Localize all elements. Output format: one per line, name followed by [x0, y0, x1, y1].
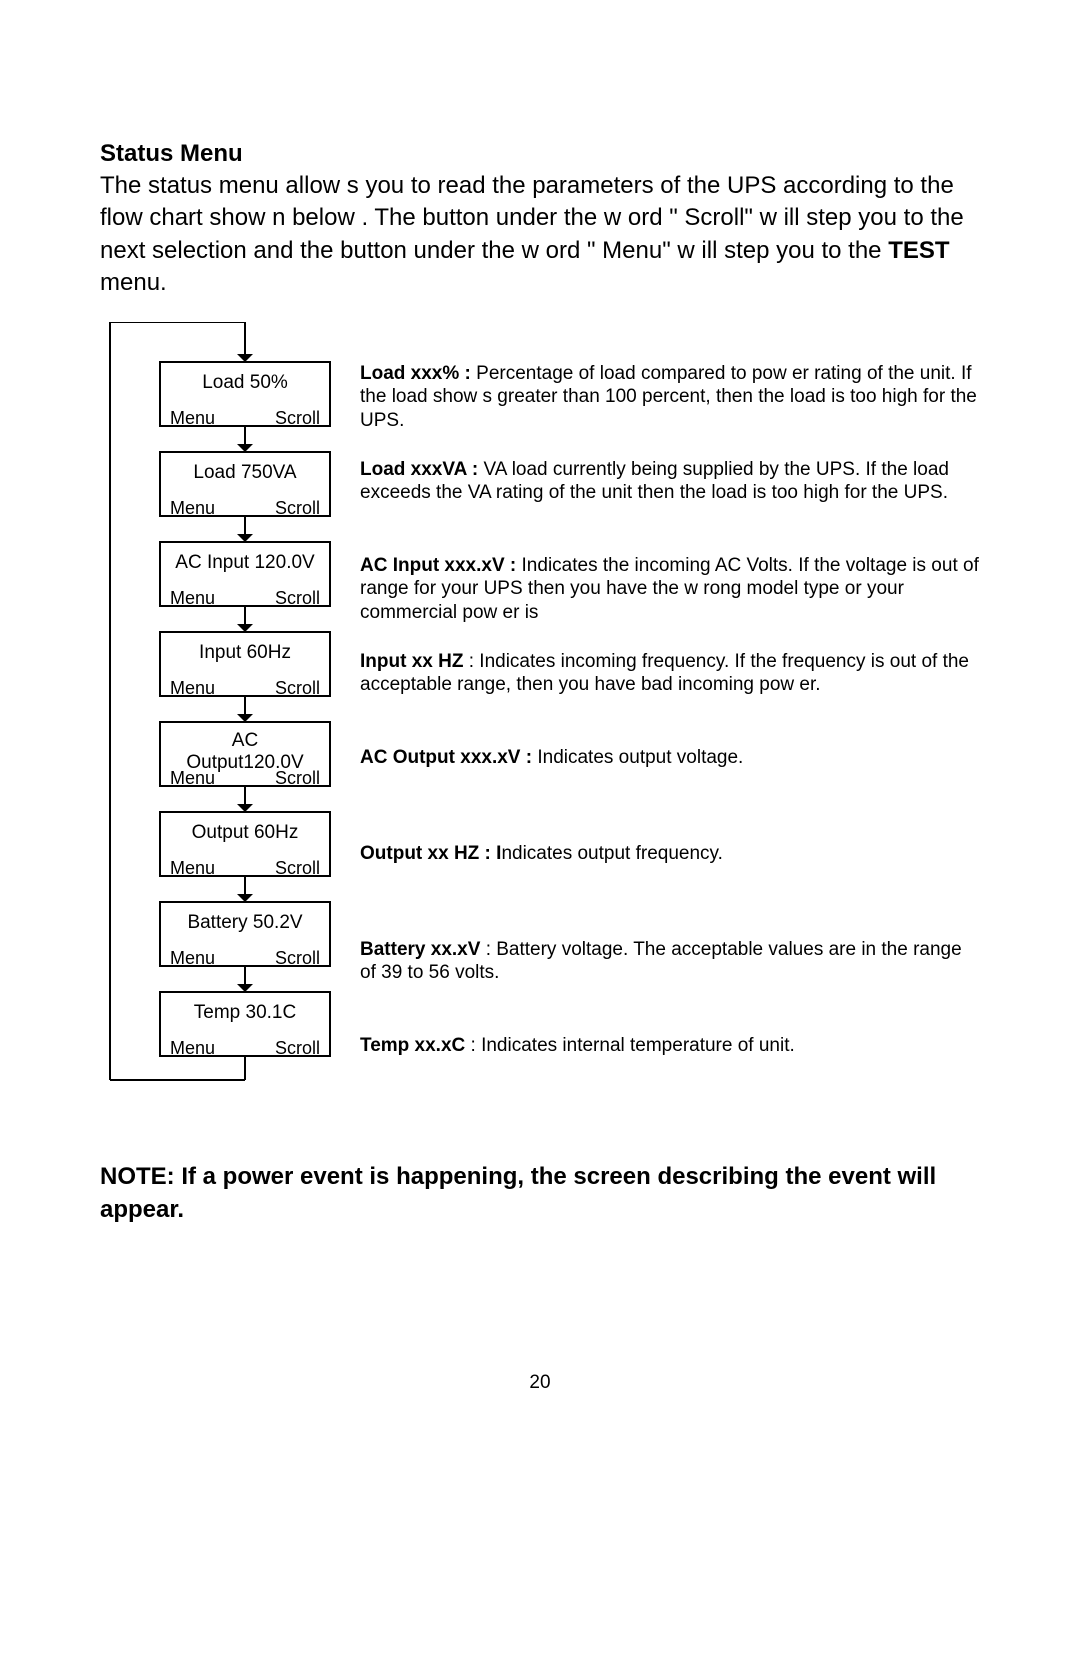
- svg-text:AC Input 120.0V: AC Input 120.0V: [175, 552, 315, 573]
- description-bold: Battery xx.xV: [360, 939, 486, 960]
- svg-text:Scroll: Scroll: [275, 858, 320, 878]
- intro-p2: menu.: [100, 269, 167, 296]
- description-rest: ndicates output frequency.: [501, 843, 722, 864]
- descriptions-column: Load xxx% : Percentage of load compared …: [330, 322, 980, 1130]
- svg-text:Menu: Menu: [170, 498, 215, 518]
- description-block: AC Input xxx.xV : Indicates the incoming…: [360, 554, 980, 644]
- svg-text:Menu: Menu: [170, 948, 215, 968]
- svg-text:Menu: Menu: [170, 768, 215, 788]
- description-bold: Load xxxVA :: [360, 459, 478, 480]
- description-rest: Indicates output voltage.: [532, 747, 743, 768]
- svg-text:Load 750VA: Load 750VA: [193, 462, 297, 483]
- svg-text:Scroll: Scroll: [275, 408, 320, 428]
- svg-text:Menu: Menu: [170, 858, 215, 878]
- svg-text:Menu: Menu: [170, 588, 215, 608]
- description-block: Load xxx% : Percentage of load compared …: [360, 362, 980, 452]
- svg-text:Scroll: Scroll: [275, 768, 320, 788]
- flowchart-column: Load 50% Menu Scroll Load 750VA Menu Scroll AC…: [100, 322, 330, 1096]
- svg-text:Scroll: Scroll: [275, 588, 320, 608]
- page-number: 20: [0, 1372, 1080, 1394]
- svg-text:Scroll: Scroll: [275, 948, 320, 968]
- svg-text:Scroll: Scroll: [275, 1038, 320, 1058]
- page: Status Menu The status menu allow s you …: [0, 0, 1080, 1669]
- flowchart-svg: Load 50% Menu Scroll Load 750VA Menu Scroll AC…: [100, 322, 340, 1096]
- intro-p1: The status menu allow s you to read the …: [100, 172, 964, 264]
- description-bold: AC Input xxx.xV :: [360, 555, 516, 576]
- intro-bold: TEST: [888, 237, 949, 264]
- description-block: Input xx HZ : Indicates incoming frequen…: [360, 650, 980, 740]
- description-block: AC Output xxx.xV : Indicates output volt…: [360, 746, 980, 836]
- description-rest: : Indicates internal temperature of unit…: [471, 1035, 795, 1056]
- svg-text:Battery 50.2V: Battery 50.2V: [187, 912, 302, 933]
- heading-status-menu: Status Menu: [100, 140, 980, 168]
- description-block: Temp xx.xC : Indicates internal temperat…: [360, 1034, 980, 1124]
- content-row: Load 50% Menu Scroll Load 750VA Menu Scroll AC…: [100, 322, 980, 1130]
- description-block: Load xxxVA : VA load currently being sup…: [360, 458, 980, 548]
- svg-text:Menu: Menu: [170, 1038, 215, 1058]
- svg-text:Menu: Menu: [170, 408, 215, 428]
- description-block: Battery xx.xV : Battery voltage. The acc…: [360, 938, 980, 1028]
- intro-paragraph: The status menu allow s you to read the …: [100, 170, 980, 300]
- description-bold: Input xx HZ: [360, 651, 469, 672]
- svg-text:Scroll: Scroll: [275, 498, 320, 518]
- svg-text:Output 60Hz: Output 60Hz: [192, 822, 299, 843]
- description-bold: Output xx HZ : I: [360, 843, 501, 864]
- svg-text:Scroll: Scroll: [275, 678, 320, 698]
- svg-text:Input 60Hz: Input 60Hz: [199, 642, 291, 663]
- svg-text:Temp 30.1C: Temp 30.1C: [194, 1002, 296, 1023]
- svg-text:Load 50%: Load 50%: [202, 372, 288, 393]
- description-block: Output xx HZ : Indicates output frequenc…: [360, 842, 980, 932]
- svg-text:Menu: Menu: [170, 678, 215, 698]
- svg-text:AC: AC: [232, 730, 258, 751]
- description-bold: AC Output xxx.xV :: [360, 747, 532, 768]
- description-bold: Load xxx% :: [360, 363, 471, 384]
- description-bold: Temp xx.xC: [360, 1035, 471, 1056]
- note-text: NOTE: If a power event is happening, the…: [100, 1160, 980, 1227]
